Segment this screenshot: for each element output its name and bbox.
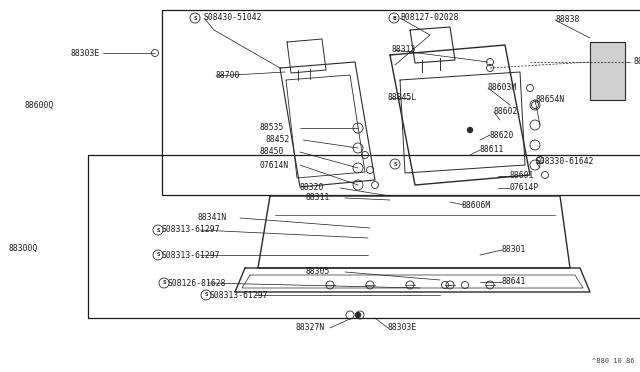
Text: 88641: 88641 [502, 278, 526, 286]
Text: 88341N: 88341N [198, 214, 227, 222]
Text: 88311: 88311 [305, 193, 330, 202]
Text: 88606M: 88606M [462, 201, 492, 209]
Text: S08313-61297: S08313-61297 [162, 250, 221, 260]
Text: 88700: 88700 [215, 71, 239, 80]
Bar [590, 42, 625, 100]
Text: 88305: 88305 [305, 267, 330, 276]
Text: S: S [393, 161, 397, 167]
Text: 88450: 88450 [260, 148, 284, 157]
Text: S: S [156, 253, 160, 257]
Text: 88611: 88611 [480, 145, 504, 154]
Text: 88716M: 88716M [634, 58, 640, 67]
Text: S08330-61642: S08330-61642 [536, 157, 595, 167]
Text: 88320: 88320 [300, 183, 324, 192]
Circle shape [467, 128, 472, 132]
Text: 88600Q: 88600Q [25, 100, 54, 109]
Text: 88838: 88838 [555, 16, 579, 25]
Text: B08127-02028: B08127-02028 [400, 13, 458, 22]
Text: 07614P: 07614P [510, 183, 540, 192]
Text: S08126-81628: S08126-81628 [168, 279, 227, 288]
Text: 88303E: 88303E [388, 324, 417, 333]
Text: 88300Q: 88300Q [9, 244, 38, 253]
Text: 88602: 88602 [493, 108, 517, 116]
Text: 88313: 88313 [392, 45, 417, 55]
Text: S08430-51042: S08430-51042 [204, 13, 262, 22]
Text: S: S [163, 280, 166, 285]
Text: 88452: 88452 [265, 135, 289, 144]
Text: 88535: 88535 [260, 124, 284, 132]
Text: S: S [156, 228, 160, 232]
Text: 88620: 88620 [490, 131, 515, 140]
Text: 88327N: 88327N [295, 324, 324, 333]
Text: 88301: 88301 [502, 246, 526, 254]
Text: S08313-61297: S08313-61297 [162, 225, 221, 234]
Text: 88303E: 88303E [71, 48, 100, 58]
Text: B: B [392, 16, 396, 20]
Text: 88603M: 88603M [488, 83, 517, 93]
Bar [88, 155, 640, 318]
Bar [162, 10, 640, 195]
Text: 88654N: 88654N [535, 96, 564, 105]
Text: ^880 10 86: ^880 10 86 [593, 358, 635, 364]
Circle shape [355, 312, 360, 317]
Text: S08313-61297: S08313-61297 [210, 291, 269, 299]
Text: 07614N: 07614N [260, 160, 289, 170]
Text: 88845L: 88845L [388, 93, 417, 103]
Text: S: S [204, 292, 208, 298]
Text: 88601: 88601 [510, 171, 534, 180]
Text: S: S [193, 16, 196, 20]
